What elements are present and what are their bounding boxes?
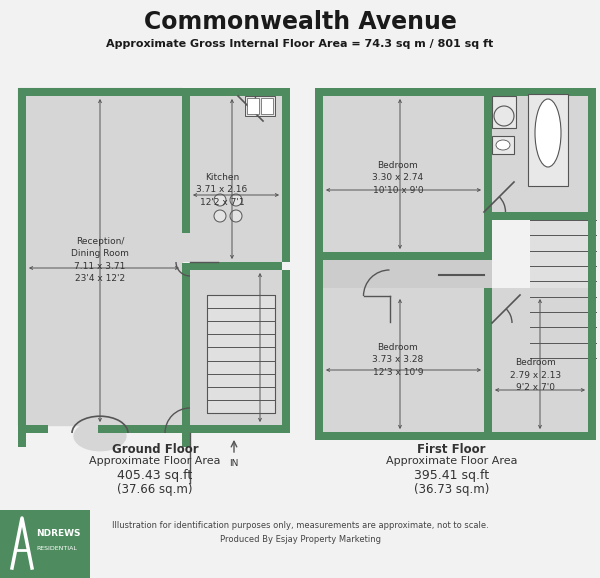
Bar (484, 88, 492, 260)
Bar (484, 432, 588, 440)
Text: IN: IN (229, 459, 239, 468)
Bar (315, 288, 323, 432)
Bar (282, 270, 290, 433)
Text: Approximate Gross Internal Floor Area = 74.3 sq m / 801 sq ft: Approximate Gross Internal Floor Area = … (106, 39, 494, 49)
Text: Bedroom
2.79 x 2.13
9'2 x 7'0: Bedroom 2.79 x 2.13 9'2 x 7'0 (511, 358, 562, 392)
Bar (247, 98, 259, 114)
Text: Bedroom
3.30 x 2.74
10'10 x 9'0: Bedroom 3.30 x 2.74 10'10 x 9'0 (373, 161, 424, 195)
Bar (282, 88, 290, 262)
Bar (98, 425, 182, 433)
Bar (261, 98, 273, 114)
Bar (588, 220, 596, 358)
Text: (36.73 sq.m): (36.73 sq.m) (414, 483, 489, 496)
Bar (530, 220, 596, 358)
Bar (315, 260, 492, 288)
Bar (315, 88, 484, 96)
Circle shape (214, 194, 226, 206)
Ellipse shape (73, 421, 127, 451)
Bar (18, 425, 48, 433)
Text: Produced By Esjay Property Marketing: Produced By Esjay Property Marketing (220, 535, 380, 544)
Bar (528, 94, 568, 186)
Bar (588, 88, 596, 220)
Bar (315, 288, 484, 432)
Bar (492, 212, 596, 220)
Bar (0, 510, 90, 578)
Bar (182, 88, 190, 233)
Text: RESIDENTIAL: RESIDENTIAL (36, 546, 77, 550)
Ellipse shape (535, 99, 561, 167)
Bar (315, 88, 484, 252)
Bar (588, 88, 596, 440)
Bar (182, 425, 290, 433)
Bar (207, 295, 275, 413)
Bar (18, 425, 26, 447)
Ellipse shape (496, 140, 510, 150)
Text: First Floor: First Floor (417, 443, 486, 456)
Bar (315, 88, 323, 440)
Bar (315, 88, 596, 96)
Bar (18, 88, 26, 425)
Text: Bedroom
3.73 x 3.28
12'3 x 10'9: Bedroom 3.73 x 3.28 12'3 x 10'9 (373, 343, 424, 377)
Text: Ground Floor: Ground Floor (112, 443, 199, 456)
Bar (182, 88, 282, 96)
Bar (315, 88, 323, 252)
Text: 405.43 sq.ft: 405.43 sq.ft (118, 469, 193, 482)
Bar (182, 263, 190, 433)
Bar (484, 288, 588, 432)
Text: Commonwealth Avenue: Commonwealth Avenue (143, 10, 457, 34)
Text: NDREWS: NDREWS (36, 528, 80, 538)
Text: Approximate Floor Area: Approximate Floor Area (386, 456, 517, 466)
Bar (492, 96, 516, 128)
Bar (182, 270, 282, 433)
Bar (245, 96, 275, 116)
Bar (315, 252, 484, 260)
Polygon shape (18, 88, 182, 425)
Bar (182, 425, 190, 447)
Text: (37.66 sq.m): (37.66 sq.m) (117, 483, 193, 496)
Text: Kitchen
3.71 x 2.16
12'2 x 7'1: Kitchen 3.71 x 2.16 12'2 x 7'1 (196, 173, 248, 207)
Text: Approximate Floor Area: Approximate Floor Area (89, 456, 221, 466)
Bar (484, 88, 588, 96)
Bar (190, 262, 282, 270)
Text: Reception/
Dining Room
7.11 x 3.71
23'4 x 12'2: Reception/ Dining Room 7.11 x 3.71 23'4 … (71, 237, 129, 283)
Bar (492, 136, 514, 154)
Text: 395.41 sq.ft: 395.41 sq.ft (414, 469, 489, 482)
Bar (315, 252, 323, 288)
Bar (484, 88, 588, 212)
Bar (315, 432, 596, 440)
Text: Illustration for identification purposes only, measurements are approximate, not: Illustration for identification purposes… (112, 521, 488, 529)
Bar (484, 288, 492, 432)
Circle shape (214, 210, 226, 222)
Circle shape (230, 210, 242, 222)
Bar (182, 88, 282, 262)
Bar (315, 432, 484, 440)
Bar (18, 88, 182, 96)
Circle shape (494, 106, 514, 126)
Circle shape (230, 194, 242, 206)
